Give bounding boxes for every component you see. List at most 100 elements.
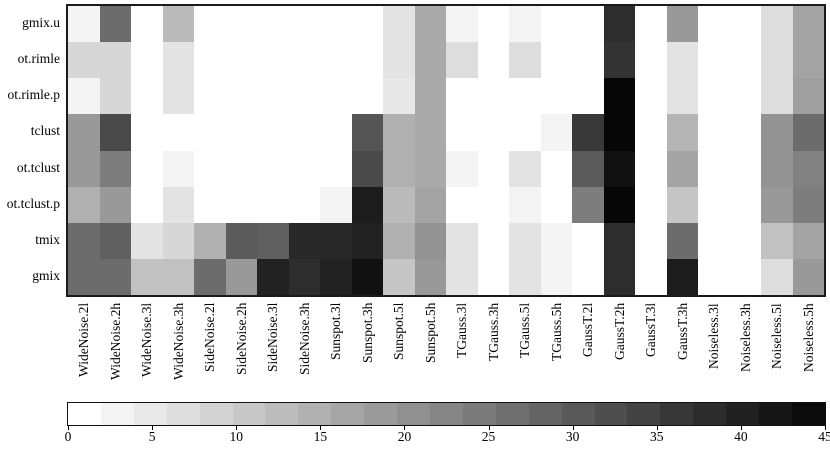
colorbar-tick-mark <box>740 426 742 430</box>
heatmap-cell <box>540 222 572 259</box>
heatmap-cell <box>320 258 352 295</box>
heatmap-cell <box>162 186 194 223</box>
heatmap-cell <box>351 78 383 115</box>
colorbar-segment <box>759 403 792 425</box>
x-axis-label: Noiseless.3h <box>737 303 753 372</box>
colorbar-tick-label: 15 <box>313 429 328 444</box>
heatmap-cell <box>68 258 100 295</box>
heatmap-cell <box>131 6 163 43</box>
heatmap-cell <box>761 258 793 295</box>
heatmap-cell <box>194 222 226 259</box>
heatmap-cell <box>509 258 541 295</box>
heatmap-cell <box>414 186 446 223</box>
heatmap-cell <box>225 78 257 115</box>
heatmap-cell <box>351 6 383 43</box>
heatmap-cell <box>729 78 761 115</box>
heatmap-cell <box>761 114 793 151</box>
colorbar-tick-label: 10 <box>229 429 243 444</box>
colorbar-segment <box>232 403 266 425</box>
heatmap-cell <box>729 114 761 151</box>
x-axis-label: WideNoise.3l <box>139 303 155 378</box>
heatmap-cell <box>162 42 194 79</box>
heatmap-cell <box>666 222 698 259</box>
heatmap-cell <box>635 222 667 259</box>
heatmap-cell <box>792 258 824 295</box>
heatmap-cell <box>635 78 667 115</box>
heatmap-cell <box>68 186 100 223</box>
x-axis-label: SideNoise.3l <box>265 303 281 373</box>
colorbar-segment <box>265 403 299 425</box>
heatmap-cell <box>414 150 446 187</box>
colorbar-tick-mark <box>68 426 69 430</box>
heatmap-cell <box>446 42 478 79</box>
heatmap-cell <box>792 114 824 151</box>
x-axis-label: TGauss.5h <box>548 303 564 362</box>
heatmap-cell <box>540 78 572 115</box>
heatmap-cell <box>257 114 289 151</box>
colorbar-tick-label: 25 <box>481 429 496 444</box>
colorbar-tick-mark <box>236 426 238 430</box>
colorbar-tick-label: 45 <box>818 429 830 444</box>
heatmap-cell <box>68 114 100 151</box>
colorbar-segment <box>298 403 332 425</box>
heatmap-cell <box>729 150 761 187</box>
heatmap-cell <box>288 186 320 223</box>
heatmap-cell <box>351 222 383 259</box>
heatmap-cell <box>131 222 163 259</box>
heatmap-cell <box>666 6 698 43</box>
heatmap-cell <box>446 186 478 223</box>
heatmap-cell <box>383 186 415 223</box>
heatmap-cell <box>666 78 698 115</box>
colorbar-segment <box>100 403 134 425</box>
y-axis-label: ot.tclust <box>16 159 60 175</box>
heatmap-cell <box>572 222 604 259</box>
heatmap-cell <box>761 42 793 79</box>
heatmap-cell <box>288 258 320 295</box>
heatmap-cell <box>320 6 352 43</box>
colorbar-tick-label: 40 <box>734 429 748 444</box>
heatmap-cell <box>257 222 289 259</box>
heatmap-cell <box>477 42 509 79</box>
heatmap-cell <box>257 258 289 295</box>
x-axis-label: Sunspot.5h <box>422 303 438 364</box>
heatmap-cell <box>446 6 478 43</box>
heatmap-cell <box>414 222 446 259</box>
heatmap-cell <box>729 6 761 43</box>
x-axis-label: SideNoise.2h <box>233 303 249 376</box>
heatmap-cell <box>99 150 131 187</box>
heatmap-cell <box>540 186 572 223</box>
heatmap-cell <box>383 150 415 187</box>
x-axis-label: Noiseless.5l <box>769 303 785 369</box>
colorbar-segment <box>166 403 200 425</box>
heatmap-cell <box>792 78 824 115</box>
heatmap-cell <box>666 114 698 151</box>
heatmap-cell <box>162 6 194 43</box>
heatmap-cell <box>603 6 635 43</box>
y-axis-label: gmix.u <box>22 15 60 30</box>
colorbar-tick-label: 35 <box>650 429 664 444</box>
heatmap-cell <box>635 114 667 151</box>
heatmap-cell <box>99 114 131 151</box>
heatmap-cell <box>729 186 761 223</box>
heatmap-cell <box>761 6 793 43</box>
heatmap-plot-area <box>66 4 826 297</box>
heatmap-cell <box>351 150 383 187</box>
x-axis-label: TGauss.5l <box>517 303 533 359</box>
heatmap-cell <box>383 114 415 151</box>
heatmap-cell <box>68 6 100 43</box>
heatmap-cell <box>68 222 100 259</box>
heatmap-cell <box>666 42 698 79</box>
heatmap-cell <box>698 42 730 79</box>
heatmap-cell <box>761 186 793 223</box>
heatmap-cell <box>383 78 415 115</box>
heatmap-cell <box>698 78 730 115</box>
heatmap-cell <box>446 78 478 115</box>
heatmap-cell <box>131 42 163 79</box>
heatmap-cell <box>288 78 320 115</box>
heatmap-cell <box>99 258 131 295</box>
heatmap-cell <box>320 150 352 187</box>
heatmap-cell <box>509 114 541 151</box>
colorbar-tick-mark <box>404 426 406 430</box>
heatmap-cell <box>666 258 698 295</box>
